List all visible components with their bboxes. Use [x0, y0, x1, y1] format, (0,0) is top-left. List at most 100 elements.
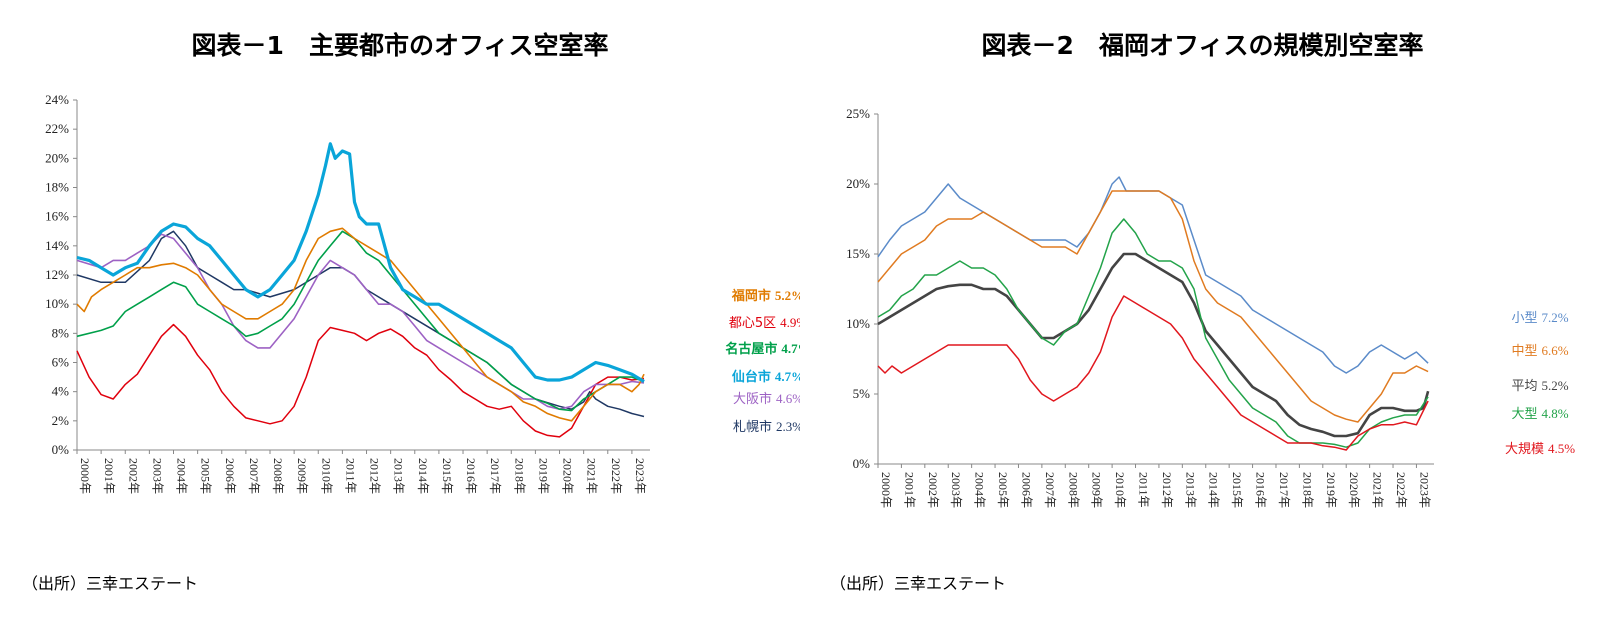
series-line-2 — [877, 190, 1429, 423]
x-tick-label: 2014年 — [1207, 472, 1221, 508]
x-tick-label: 2022年 — [609, 458, 623, 494]
x-tick-label: 2016年 — [1254, 472, 1268, 508]
x-tick-label: 2020年 — [1347, 472, 1361, 508]
y-tick-label: 22% — [45, 121, 69, 136]
y-tick-label: 20% — [45, 150, 69, 165]
series-value: 6.6% — [1541, 343, 1568, 358]
x-tick-label: 2015年 — [1230, 472, 1244, 508]
x-tick-label: 2006年 — [1019, 472, 1033, 508]
source-note-2: （出所）三幸エステート — [830, 574, 1007, 593]
x-tick-label: 2012年 — [1160, 472, 1174, 508]
x-tick-label: 2005年 — [996, 472, 1010, 508]
series-value: 5.2% — [1541, 378, 1568, 393]
x-tick-label: 2023年 — [1417, 472, 1431, 508]
x-tick-label: 2021年 — [585, 458, 599, 494]
x-tick-label: 2001年 — [102, 458, 116, 494]
series-name: 福岡市 — [731, 288, 771, 304]
series-label-5: 福岡市 5.2% — [731, 288, 800, 304]
x-tick-label: 2000年 — [879, 472, 893, 508]
series-name: 小型 — [1511, 311, 1537, 326]
x-tick-label: 2003年 — [949, 472, 963, 508]
series-name: 名古屋市 — [725, 341, 777, 357]
y-tick-label: 8% — [52, 325, 70, 340]
x-tick-label: 2018年 — [1300, 472, 1314, 508]
y-tick-label: 18% — [45, 180, 69, 195]
x-tick-label: 2013年 — [1183, 472, 1197, 508]
x-tick-label: 2017年 — [488, 458, 502, 494]
series-value: 4.8% — [1541, 406, 1568, 421]
chart-2-svg: 0% 5% 10% 15% 20% 25% 2000年 2001年 2002年 2003年 2004… — [846, 106, 1575, 508]
series-label-3: 大阪市 4.6% — [733, 391, 800, 407]
series-line-4 — [877, 218, 1429, 448]
series-line-3 — [877, 252, 1430, 438]
x-tick-label: 2004年 — [973, 472, 987, 508]
series-line-1 — [76, 230, 645, 418]
series-value: 5.2% — [775, 288, 800, 303]
x-tick-label: 2013年 — [392, 458, 406, 494]
series-line-5 — [877, 295, 1429, 451]
x-tick-label: 2009年 — [295, 458, 309, 494]
y-tick-label: 0% — [52, 442, 70, 457]
x-tick-label: 2007年 — [1043, 472, 1057, 508]
series-line-6 — [76, 142, 645, 383]
series-value: 4.6% — [776, 391, 800, 406]
x-tick-label: 2019年 — [1324, 472, 1338, 508]
x-tick-label: 2002年 — [126, 458, 140, 494]
series-value: 7.2% — [1541, 310, 1568, 325]
series-name: 中型 — [1511, 344, 1537, 359]
chart-title-1: 図表－1 主要都市のオフィス空室率 — [191, 31, 609, 60]
x-tick-label: 2001年 — [902, 472, 916, 508]
series-label-6: 仙台市 4.7% — [732, 369, 800, 385]
series-line-2 — [76, 323, 645, 438]
x-tick-label: 2016年 — [464, 458, 478, 494]
y-tick-label: 0% — [853, 456, 871, 471]
y-tick-label: 12% — [45, 267, 69, 282]
y-tick-label: 16% — [45, 209, 69, 224]
series-value: 2.3% — [776, 419, 800, 434]
x-tick-label: 2000年 — [78, 458, 92, 494]
x-tick-label: 2009年 — [1090, 472, 1104, 508]
x-tick-label: 2003年 — [150, 458, 164, 494]
chart-title-2: 図表－2 福岡オフィスの規模別空室率 — [981, 31, 1424, 60]
x-tick-label: 2007年 — [247, 458, 261, 494]
series-label-4: 名古屋市 4.7% — [725, 341, 800, 357]
series-value: 4.5% — [1548, 441, 1575, 456]
series-label-1: 札幌市 2.3% — [733, 419, 800, 435]
x-tick-label: 2020年 — [561, 458, 575, 494]
x-tick-label: 2008年 — [271, 458, 285, 494]
y-tick-label: 15% — [846, 246, 870, 261]
y-tick-label: 10% — [846, 316, 870, 331]
series-value: 4.9% — [780, 315, 800, 330]
x-tick-label: 2023年 — [633, 458, 647, 494]
x-tick-label: 2005年 — [199, 458, 213, 494]
x-tick-label: 2018年 — [512, 458, 526, 494]
y-tick-label: 4% — [52, 384, 70, 399]
x-tick-label: 2010年 — [1113, 472, 1127, 508]
series-label-5: 大規模 4.5% — [1505, 441, 1575, 457]
source-note-1: （出所）三幸エステート — [22, 574, 199, 593]
series-name: 仙台市 — [732, 369, 771, 385]
x-tick-label: 2015年 — [440, 458, 454, 494]
x-tick-label: 2008年 — [1066, 472, 1080, 508]
y-tick-label: 6% — [52, 355, 70, 370]
series-label-4: 大型 4.8% — [1511, 406, 1568, 422]
chart-panel-1: 図表－1 主要都市のオフィス空室率 0% 2% 4% 6% 8% 10% 12% 14% 16%… — [0, 0, 800, 626]
x-tick-label: 2019年 — [536, 458, 550, 494]
series-name: 大規模 — [1505, 442, 1544, 457]
x-tick-label: 2014年 — [416, 458, 430, 494]
series-label-1: 小型 7.2% — [1511, 310, 1568, 326]
x-tick-label: 2006年 — [223, 458, 237, 494]
x-tick-label: 2011年 — [1137, 472, 1151, 508]
series-label-2: 中型 6.6% — [1511, 343, 1568, 359]
series-line-4 — [76, 230, 645, 412]
y-tick-label: 25% — [846, 106, 870, 121]
x-tick-label: 2021年 — [1371, 472, 1385, 508]
y-tick-label: 14% — [45, 238, 69, 253]
chart-1-svg: 0% 2% 4% 6% 8% 10% 12% 14% 16% 18% 20% 22% 24% 2000年 2… — [45, 92, 800, 494]
x-tick-label: 2004年 — [175, 458, 189, 494]
series-label-2: 都心5区 4.9% — [729, 315, 800, 331]
x-tick-label: 2012年 — [368, 458, 382, 494]
series-line-1 — [877, 176, 1429, 374]
series-value: 4.7% — [781, 341, 800, 356]
series-name: 札幌市 — [733, 419, 772, 435]
